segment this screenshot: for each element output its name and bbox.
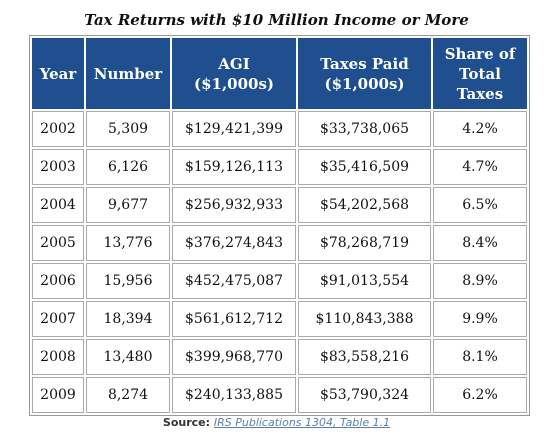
table-cell: $78,268,719: [298, 225, 431, 261]
table-cell: $53,790,324: [298, 377, 431, 413]
table-cell: 8,274: [86, 377, 170, 413]
table-cell: 9.9%: [433, 301, 527, 337]
table-cell: $561,612,712: [172, 301, 296, 337]
table-cell: 6.5%: [433, 187, 527, 223]
table-cell: 2009: [32, 377, 84, 413]
table-cell: $159,126,113: [172, 149, 296, 185]
table-row: 2009 8,274 $240,133,885 $53,790,324 6.2%: [32, 377, 527, 413]
table-row: 2005 13,776 $376,274,843 $78,268,719 8.4%: [32, 225, 527, 261]
table-cell: 8.1%: [433, 339, 527, 375]
header-cell: Taxes Paid ($1,000s): [298, 38, 431, 109]
table-cell: 6,126: [86, 149, 170, 185]
table-cell: $376,274,843: [172, 225, 296, 261]
table-row: 2003 6,126 $159,126,113 $35,416,509 4.7%: [32, 149, 527, 185]
header-text: Taxes Paid: [320, 54, 409, 73]
header-text: Year: [39, 64, 77, 83]
table-row: 2008 13,480 $399,968,770 $83,558,216 8.1%: [32, 339, 527, 375]
header-cell: Number: [86, 38, 170, 109]
table-cell: 8.4%: [433, 225, 527, 261]
table-cell: 6.2%: [433, 377, 527, 413]
header-cell: Year: [32, 38, 84, 109]
table-cell: $83,558,216: [298, 339, 431, 375]
header-text: Number: [93, 64, 163, 83]
header-text: Total: [459, 64, 501, 83]
table-cell: $35,416,509: [298, 149, 431, 185]
table-cell: 13,776: [86, 225, 170, 261]
table-cell: 2002: [32, 111, 84, 147]
table-row: 2006 15,956 $452,475,087 $91,013,554 8.9%: [32, 263, 527, 299]
table-cell: 5,309: [86, 111, 170, 147]
table-cell: 2008: [32, 339, 84, 375]
table-cell: 4.2%: [433, 111, 527, 147]
table-cell: $256,932,933: [172, 187, 296, 223]
table-cell: 15,956: [86, 263, 170, 299]
table-cell: 8.9%: [433, 263, 527, 299]
table-body: 2002 5,309 $129,421,399 $33,738,065 4.2% 2003…: [32, 111, 527, 413]
table-cell: 4.7%: [433, 149, 527, 185]
table-row: 2002 5,309 $129,421,399 $33,738,065 4.2%: [32, 111, 527, 147]
table-cell: $110,843,388: [298, 301, 431, 337]
header-text: ($1,000s): [324, 74, 405, 93]
table-cell: $399,968,770: [172, 339, 296, 375]
table-cell: $33,738,065: [298, 111, 431, 147]
table-cell: $240,133,885: [172, 377, 296, 413]
header-text: AGI: [218, 54, 250, 73]
header-text: Share of: [444, 44, 516, 63]
header-text: Taxes: [456, 84, 504, 103]
source-note: Source: IRS Publications 1304, Table 1.1: [0, 416, 553, 429]
table-head: Year Number AGI ($1,000s) Taxes Paid ($1,000s…: [32, 38, 527, 109]
table-cell: 13,480: [86, 339, 170, 375]
table-row: 2004 9,677 $256,932,933 $54,202,568 6.5%: [32, 187, 527, 223]
table-title: Tax Returns with $10 Million Income or M…: [84, 11, 469, 29]
table-row: 2007 18,394 $561,612,712 $110,843,388 9.9%: [32, 301, 527, 337]
table-cell: 9,677: [86, 187, 170, 223]
table-cell: $91,013,554: [298, 263, 431, 299]
source-link[interactable]: IRS Publications 1304, Table 1.1: [213, 416, 391, 429]
table-cell: $452,475,087: [172, 263, 296, 299]
data-table: Year Number AGI ($1,000s) Taxes Paid ($1,000s…: [29, 35, 530, 416]
header-cell: AGI ($1,000s): [172, 38, 296, 109]
table-cell: 2006: [32, 263, 84, 299]
table-cell: 2007: [32, 301, 84, 337]
header-text: ($1,000s): [193, 74, 275, 93]
header-row: Year Number AGI ($1,000s) Taxes Paid ($1,000s…: [32, 38, 527, 109]
table-cell: $129,421,399: [172, 111, 296, 147]
table-cell: 18,394: [86, 301, 170, 337]
source-label: Source:: [162, 416, 211, 429]
table-cell: 2003: [32, 149, 84, 185]
table-cell: 2004: [32, 187, 84, 223]
table-cell: 2005: [32, 225, 84, 261]
table-cell: $54,202,568: [298, 187, 431, 223]
header-cell: Share of Total Taxes: [433, 38, 527, 109]
